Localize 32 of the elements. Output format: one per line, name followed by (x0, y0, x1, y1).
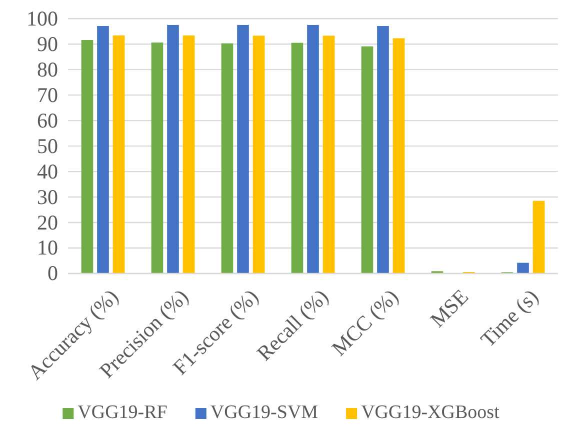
bar (307, 24, 319, 274)
bar (252, 36, 265, 274)
y-tick-label: 20 (37, 210, 58, 234)
bar (322, 36, 335, 274)
legend-label: VGG19-RF (78, 402, 168, 423)
y-tick-label: 40 (37, 159, 58, 184)
bar (112, 35, 125, 274)
legend-label: VGG19-XGBoost (361, 402, 500, 423)
bar (151, 42, 164, 274)
y-tick-label: 70 (37, 82, 58, 107)
y-tick-label: 50 (37, 134, 58, 158)
bar (182, 35, 195, 274)
y-tick-label: 80 (37, 57, 58, 82)
bar (377, 26, 389, 274)
y-tick-label: 60 (37, 108, 58, 132)
y-tick-label: 90 (37, 32, 58, 56)
bar (81, 40, 94, 274)
bar (392, 38, 405, 274)
y-tick-label: 10 (37, 236, 58, 260)
bar (361, 46, 374, 274)
y-tick-label: 100 (26, 6, 58, 30)
bar (532, 200, 545, 274)
bar (97, 26, 109, 274)
bar (291, 42, 304, 274)
bar (517, 262, 529, 274)
legend-label: VGG19-SVM (210, 402, 318, 423)
y-tick-label: 30 (37, 184, 58, 209)
bar (221, 43, 234, 274)
bar (237, 24, 249, 274)
x-tick-label: Time (s) (476, 284, 543, 352)
y-tick-label: 0 (48, 261, 58, 286)
bar (167, 24, 179, 274)
